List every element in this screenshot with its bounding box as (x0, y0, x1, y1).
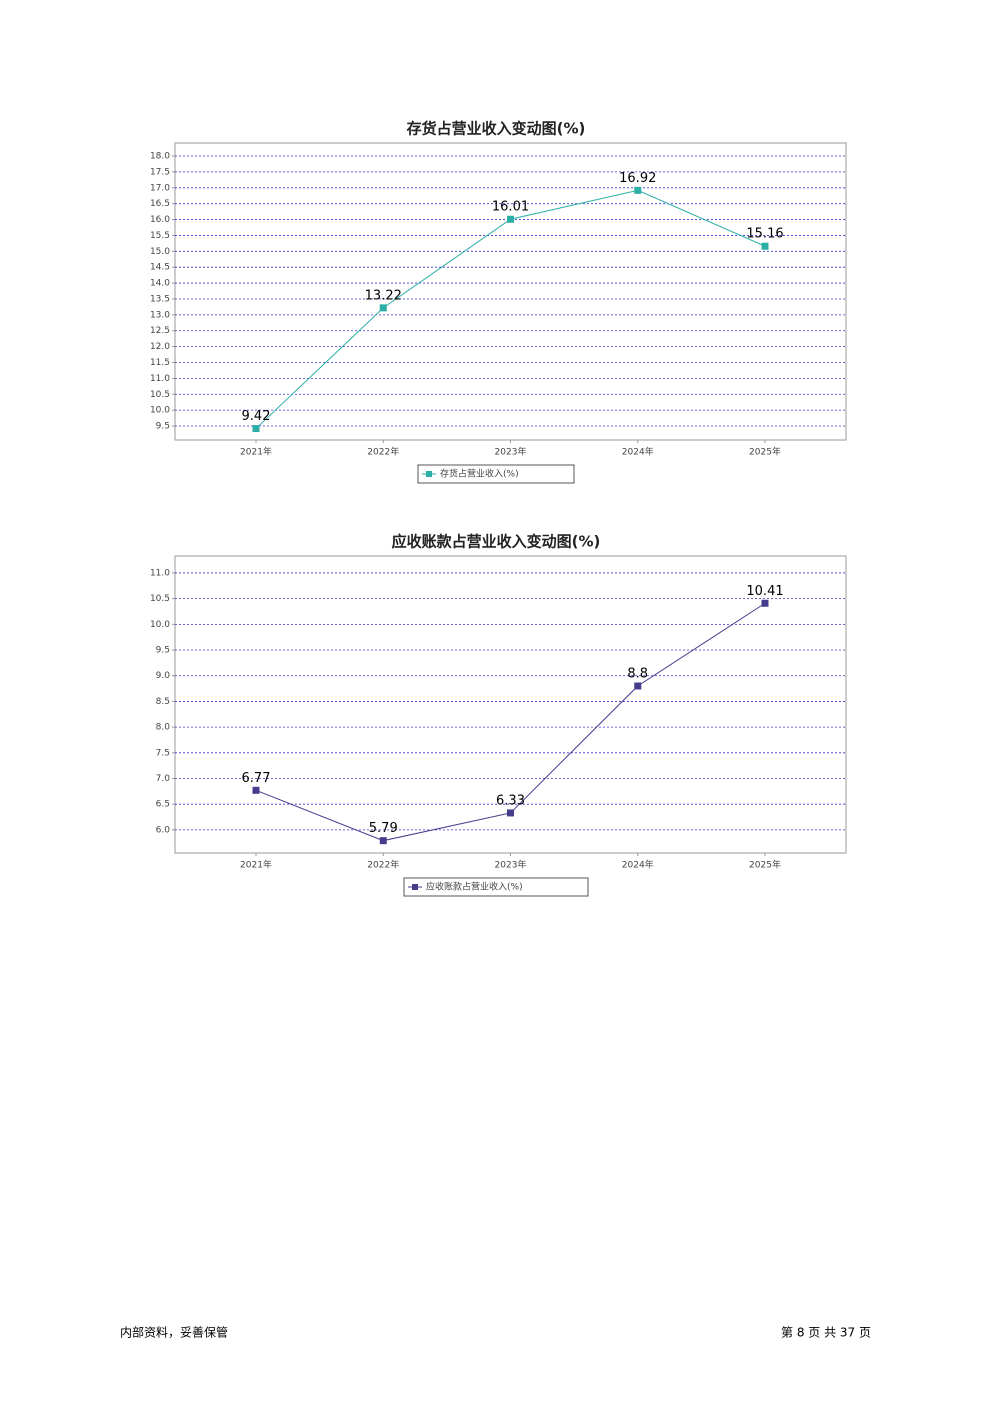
point (507, 809, 514, 817)
legend-marker (426, 471, 432, 477)
point (379, 304, 387, 312)
point (252, 786, 260, 794)
y-tick-label: 12.5 (150, 326, 170, 336)
point (634, 682, 642, 690)
y-tick-label: 16.0 (150, 215, 170, 225)
y-tick-label: 11.5 (150, 358, 170, 368)
y-tick-label: 10.0 (150, 620, 170, 630)
y-tick-label: 16.5 (150, 199, 170, 209)
y-tick-label: 11.0 (150, 568, 170, 578)
x-tick-label: 2022年 (367, 859, 399, 871)
y-tick-label: 6.5 (156, 800, 170, 810)
y-tick-label: 17.0 (150, 183, 170, 193)
plot-area (174, 142, 847, 441)
data-label: 9.42 (242, 409, 271, 424)
y-tick-label: 6.0 (156, 825, 171, 835)
legend-label: 应收账款占营业收入(%) (426, 881, 523, 893)
y-tick-label: 9.0 (156, 671, 171, 681)
x-tick-label: 2024年 (622, 859, 654, 871)
x-tick-label: 2023年 (495, 859, 527, 871)
y-tick-label: 7.5 (156, 748, 170, 758)
footer-right: 第 8 页 共 37 页 (781, 1326, 871, 1340)
point (252, 425, 260, 433)
y-tick-label: 12.0 (150, 342, 170, 352)
y-tick-label: 18.0 (150, 152, 170, 162)
y-tick-label: 10.5 (150, 594, 170, 604)
data-label: 8.8 (627, 667, 648, 682)
y-tick-label: 9.5 (156, 646, 170, 656)
chart-title: 应收账款占营业收入变动图(%) (392, 533, 601, 551)
x-tick-label: 2025年 (749, 446, 781, 458)
y-tick-label: 11.0 (150, 374, 170, 384)
plot-area (174, 555, 847, 854)
legend-box (403, 877, 589, 897)
point (634, 186, 642, 194)
data-label: 10.41 (746, 584, 783, 599)
y-tick-label: 13.5 (150, 294, 170, 304)
footer-left: 内部资料，妥善保管 (120, 1325, 228, 1340)
x-tick-label: 2022年 (367, 446, 399, 458)
y-tick-label: 17.5 (150, 167, 170, 177)
x-tick-label: 2025年 (749, 859, 781, 871)
point (379, 837, 387, 845)
y-tick-label: 15.5 (150, 231, 170, 241)
y-tick-label: 10.0 (150, 406, 170, 416)
data-label: 16.92 (619, 171, 656, 186)
data-label: 6.33 (496, 793, 525, 808)
point (761, 599, 769, 607)
data-label: 13.22 (365, 288, 402, 303)
y-tick-label: 8.0 (156, 723, 171, 733)
y-tick-label: 9.5 (156, 422, 170, 432)
data-label: 5.79 (369, 821, 398, 836)
y-tick-label: 14.5 (150, 263, 170, 273)
y-tick-label: 7.0 (156, 774, 171, 784)
legend-label: 存货占营业收入(%) (440, 468, 519, 480)
x-tick-label: 2021年 (240, 859, 272, 871)
data-label: 15.16 (746, 227, 783, 242)
data-label: 6.77 (242, 771, 271, 786)
x-tick-label: 2024年 (622, 446, 654, 458)
y-tick-label: 10.5 (150, 390, 170, 400)
x-tick-label: 2021年 (240, 446, 272, 458)
y-tick-label: 14.0 (150, 279, 170, 289)
legend-box (417, 464, 575, 484)
legend-marker (412, 884, 418, 890)
y-tick-label: 13.0 (150, 310, 170, 320)
y-tick-label: 15.0 (150, 247, 170, 257)
data-label: 16.01 (492, 200, 529, 215)
chart-title: 存货占营业收入变动图(%) (407, 120, 586, 138)
point (507, 215, 514, 223)
x-tick-label: 2023年 (495, 446, 527, 458)
y-tick-label: 8.5 (156, 697, 170, 707)
point (761, 242, 769, 250)
